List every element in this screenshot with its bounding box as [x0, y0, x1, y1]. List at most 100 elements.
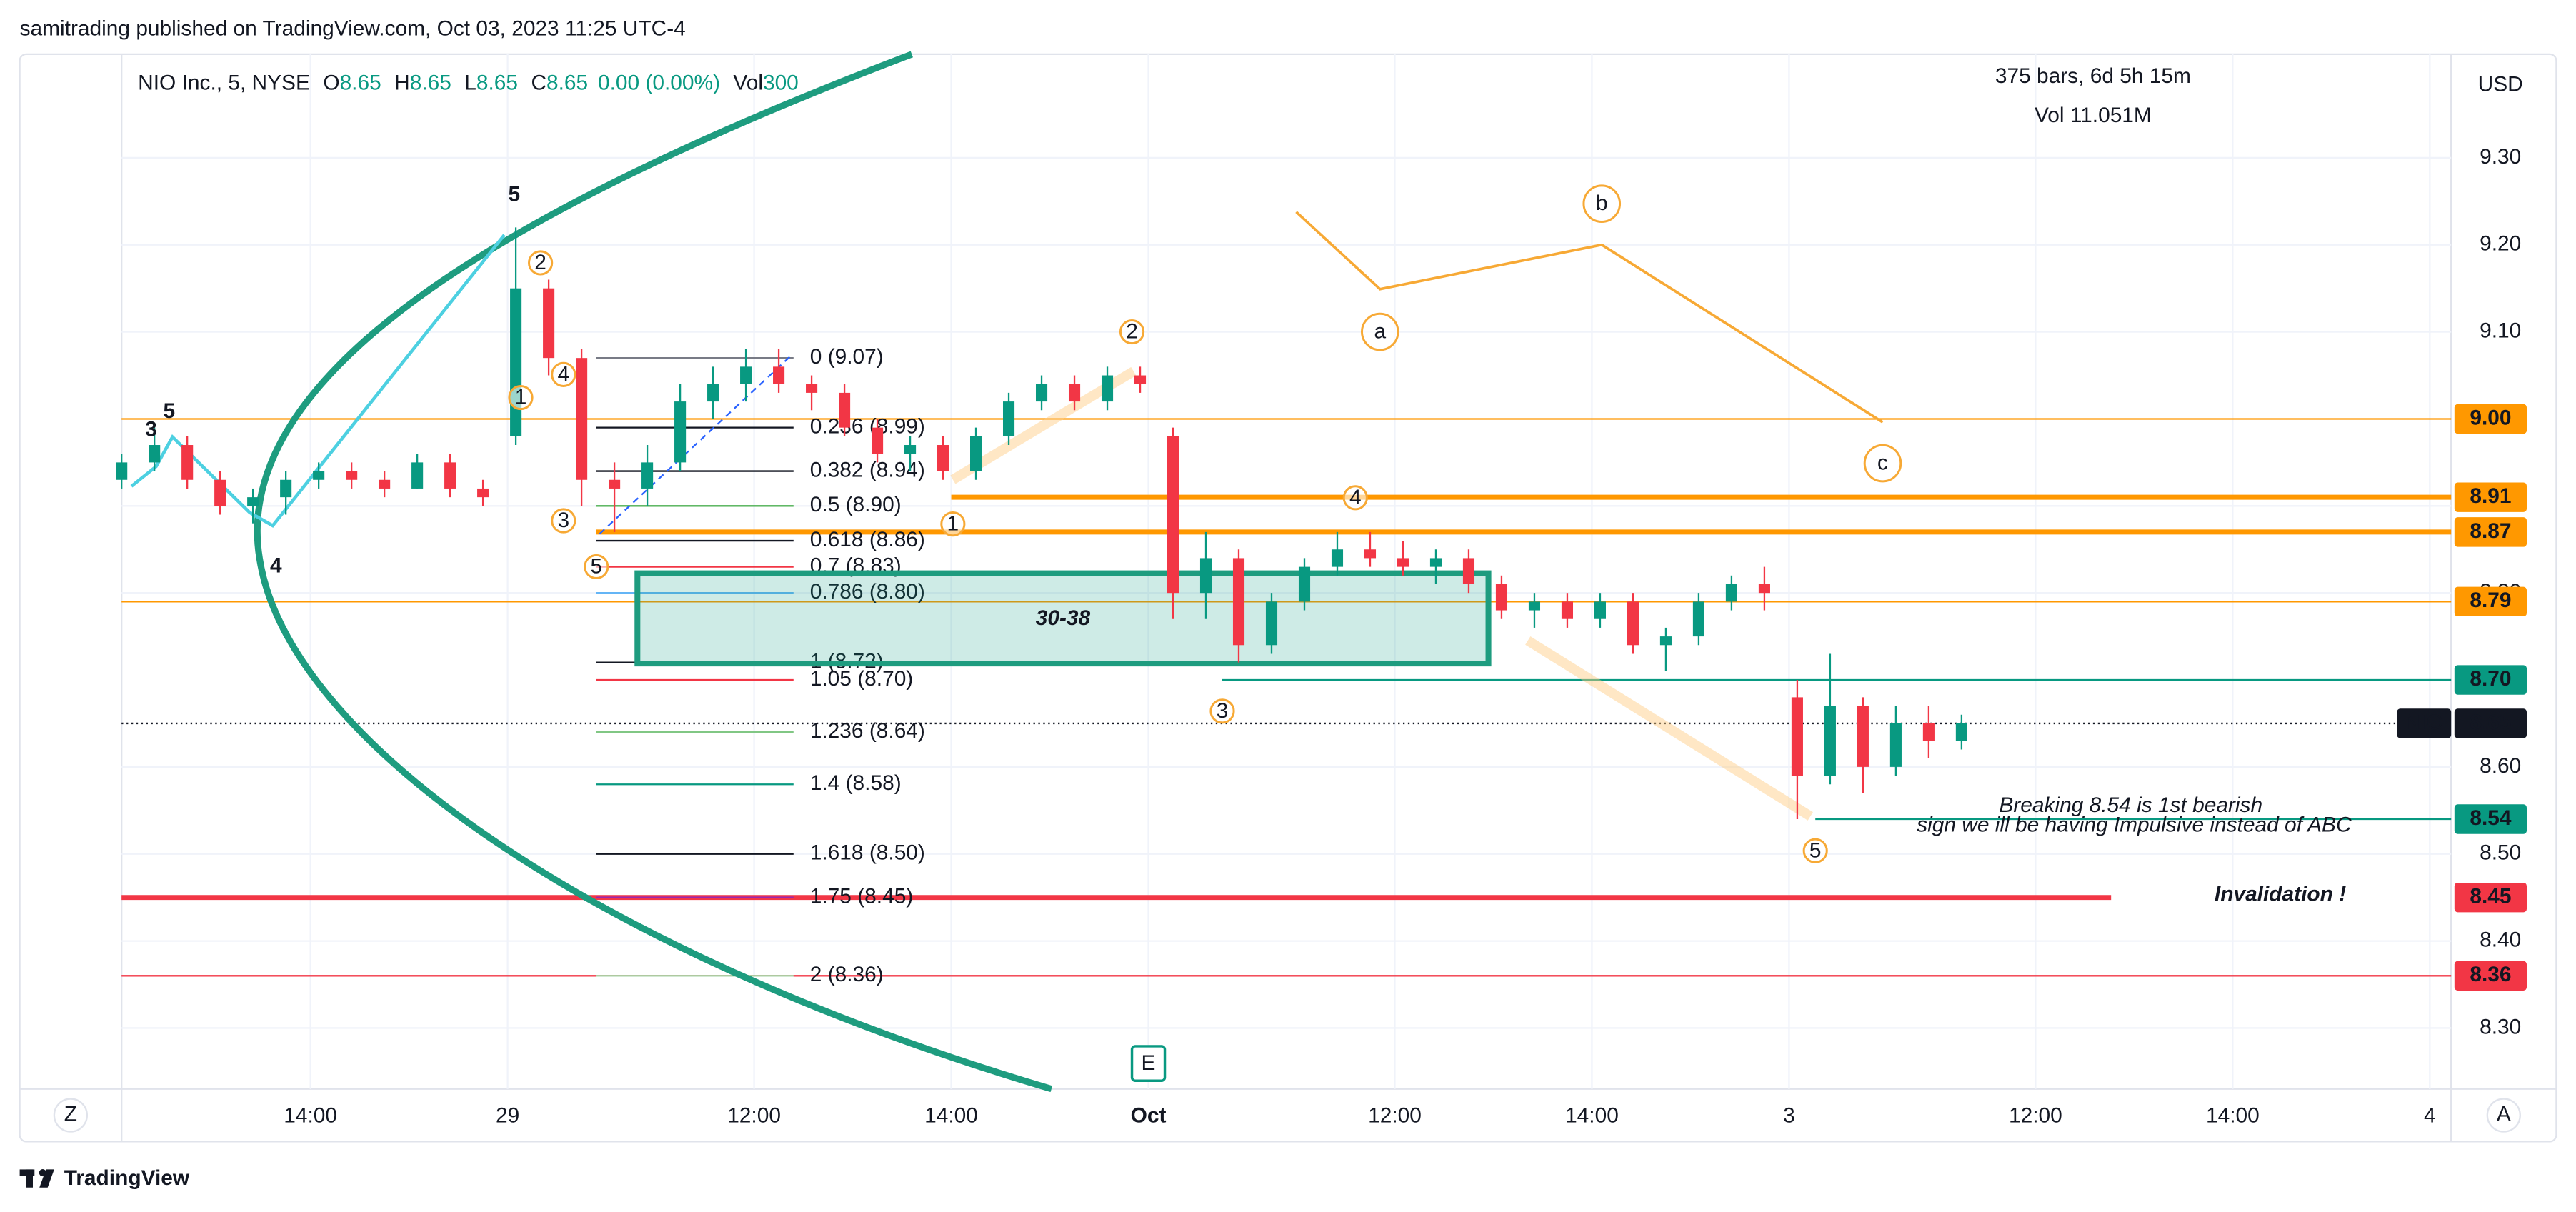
candle-body [346, 471, 358, 480]
wave-label: 4 [1349, 486, 1362, 509]
legend-key: L [464, 71, 476, 94]
wave-circle [1863, 444, 1902, 483]
legend-value: 300 [763, 71, 799, 94]
candle-body [1035, 384, 1048, 402]
candle-body [1725, 584, 1737, 602]
candle-body [1101, 375, 1114, 402]
candle-body [1364, 549, 1377, 559]
candle-body [969, 436, 982, 471]
y-tick-label: 8.50 [2480, 841, 2521, 865]
currency[interactable]: USD [2478, 72, 2523, 96]
wave-label: 3 [145, 417, 157, 441]
last-price-box [2454, 708, 2527, 738]
y-tick-label: 8.60 [2480, 754, 2521, 778]
candle-body [773, 366, 785, 384]
x-tick-label: 14:00 [284, 1104, 337, 1128]
candle-body [806, 384, 818, 393]
candle-body [1397, 558, 1409, 567]
legend-value: 8.65 [410, 71, 451, 94]
wave-label: 3 [558, 509, 570, 532]
last-price-symbol-box [2397, 708, 2452, 738]
fib-label: 2 (8.36) [810, 963, 884, 986]
candle-body [576, 358, 588, 480]
candle-body [1429, 558, 1442, 567]
wave-circle [1582, 184, 1622, 223]
candle-body [641, 462, 654, 489]
wave-circle [1119, 319, 1145, 345]
candles [116, 227, 1967, 819]
candle-body [280, 479, 292, 498]
wave-label: 5 [590, 554, 602, 578]
legend: NIO Inc., 5, NYSE O8.65 H8.65 L8.65 C8.65 0.0… [138, 71, 799, 94]
levels [121, 418, 2452, 977]
fib-label: 0.786 (8.80) [810, 580, 925, 604]
candle-body [543, 288, 555, 359]
trend-line [599, 354, 793, 535]
level-price-box [2454, 804, 2527, 834]
fib-label: 1.236 (8.64) [810, 719, 925, 743]
logo-mark [26, 1169, 33, 1188]
wave-circle [1342, 485, 1368, 511]
candle-body [116, 462, 128, 480]
button[interactable] [2486, 1098, 2521, 1133]
earnings-icon[interactable] [1130, 1045, 1167, 1082]
candle-body [149, 445, 161, 463]
x-tick-label: 14:00 [924, 1104, 978, 1128]
wave-circle [551, 361, 576, 387]
x-tick-label: Oct [1131, 1104, 1167, 1128]
candle-body [247, 497, 259, 506]
wave-label: 3 [1217, 699, 1229, 723]
legend-key: H [394, 71, 410, 94]
candle-body [707, 384, 719, 402]
candle-body [1462, 558, 1475, 584]
wave-label: c [1877, 451, 1888, 475]
grid [121, 54, 2452, 1089]
fib-label: 0.5 (8.90) [810, 493, 902, 516]
wave-circle [940, 511, 966, 537]
candle-body [1659, 636, 1672, 646]
abc-line [1295, 211, 1884, 424]
button-label[interactable]: Z [64, 1102, 77, 1126]
level-price-label: 8.54 [2470, 806, 2512, 830]
candle-body [740, 366, 752, 384]
wave-circle [1802, 838, 1828, 863]
candle-body [1594, 601, 1607, 619]
fib-label: 0.618 (8.86) [810, 528, 925, 551]
wave-label: 5 [164, 399, 176, 423]
level-price-box [2454, 517, 2527, 547]
level-price-label: 8.70 [2470, 667, 2511, 691]
legend-change: 0.00 (0.00%) [598, 71, 720, 94]
candle-body [1002, 401, 1015, 436]
level-price-box [2454, 482, 2527, 512]
candle-body [1791, 697, 1803, 776]
candle-body [444, 462, 456, 489]
candle-body [1561, 601, 1574, 619]
level-price-box [2454, 665, 2527, 695]
annotation: Breaking 8.54 is 1st bearish [1999, 793, 2262, 817]
y-tick-label: 8.40 [2480, 928, 2521, 951]
x-tick-label: 12:00 [1368, 1104, 1422, 1128]
wave-line [130, 234, 506, 528]
drawings: 30-38 Breaking 8.54 is 1st bearish sign … [130, 51, 2352, 1093]
button[interactable] [53, 1098, 89, 1133]
legend-value: 8.65 [476, 71, 518, 94]
wave-circle [508, 384, 534, 411]
button-label[interactable]: A [2497, 1102, 2511, 1126]
candle-body [477, 488, 489, 498]
axes: 14:00 29 12:00 14:00 Oct 12:00 14:00 3 12:00 14:0… [284, 145, 2527, 1128]
stats: Vol 11.051M [2035, 104, 2152, 127]
fib-label: 1.75 (8.45) [810, 885, 914, 908]
last-price-label: 8.65 [2470, 711, 2511, 734]
level-price-box [2454, 586, 2527, 617]
earnings-icon-label: E [1142, 1051, 1156, 1075]
candle-body [379, 479, 391, 489]
candle-body [1495, 584, 1508, 611]
y-tick-label: 9.30 [2480, 145, 2521, 169]
legend-key: Vol [733, 71, 763, 94]
candle-body [1627, 601, 1639, 646]
publish-header: samitrading published on TradingView.com… [20, 16, 686, 40]
curve-drawing [254, 51, 1053, 1093]
annotation: sign we ill be having Impulsive instead … [1917, 813, 2352, 837]
